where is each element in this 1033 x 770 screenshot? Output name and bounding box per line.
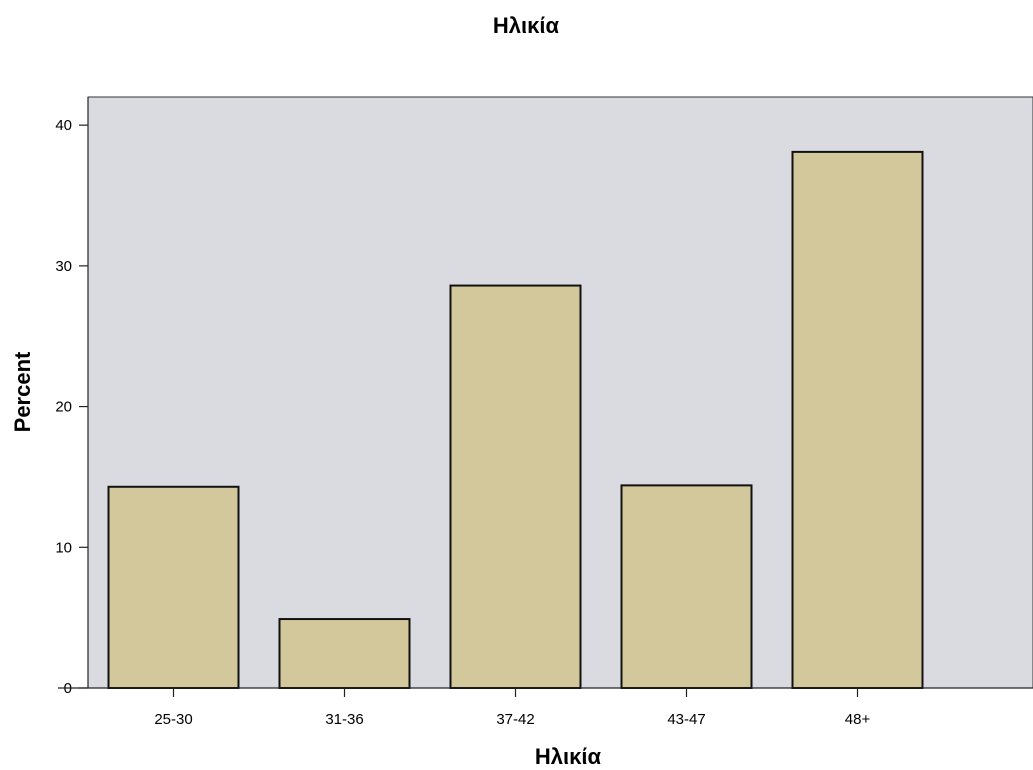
x-tick-label: 31-36 [325, 711, 363, 728]
x-tick-label: 43-47 [667, 711, 705, 728]
bar-25-30 [107, 485, 240, 689]
bars-group [107, 150, 924, 689]
x-tick-label: 25-30 [154, 711, 192, 728]
chart-title: Ηλικία [493, 13, 560, 38]
x-axis-label: Ηλικία [535, 744, 602, 769]
x-tick-label: 37-42 [496, 711, 534, 728]
x-axis: 25-30 31-36 37-42 43-47 48+ [58, 687, 1033, 728]
bar-43-47 [620, 484, 753, 689]
bar-31-36 [278, 618, 411, 689]
y-axis-label: Percent [10, 351, 35, 432]
bar-37-42 [449, 284, 582, 689]
y-axis: 010203040 [55, 97, 89, 697]
y-tick-label: 40 [55, 117, 72, 134]
y-tick-label: 30 [55, 258, 72, 275]
y-tick-label: 10 [55, 539, 72, 556]
bar-48+ [791, 150, 924, 689]
x-tick-label: 48+ [845, 711, 871, 728]
y-tick-label: 20 [55, 399, 72, 416]
